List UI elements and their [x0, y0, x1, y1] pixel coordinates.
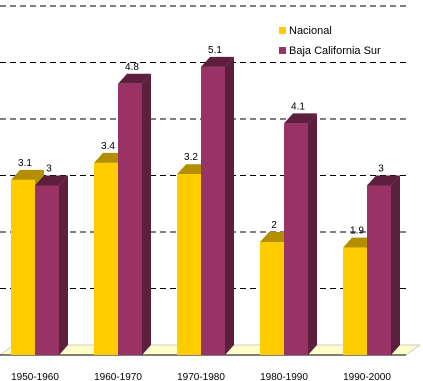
bar-baja-california-sur-1980-1990	[284, 113, 317, 355]
data-label-baja-california-sur-1950-1960: 3	[46, 164, 52, 175]
bar-top	[35, 175, 68, 186]
bar-front	[260, 242, 284, 355]
bar-baja-california-sur-1960-1970	[118, 73, 151, 356]
x-axis: 1950-1960 1960-1970 1970-1980 1980-1990 1990…	[11, 372, 391, 381]
data-label-baja-california-sur-1990-2000: 3	[378, 164, 384, 175]
x-tick-label: 1950-1960	[11, 372, 59, 381]
bar-baja-california-sur-1950-1960	[35, 175, 68, 355]
data-label-baja-california-sur-1960-1970: 4.8	[125, 62, 139, 73]
x-tick-label: 1980-1990	[260, 372, 308, 381]
bar-front	[201, 66, 225, 355]
data-labels: 3.1 3 3.4 4.8 3.2 5.1 2 4.1 1.9 3	[18, 45, 384, 237]
data-label-baja-california-sur-1980-1990: 4.1	[291, 101, 305, 112]
legend-label-nacional: Nacional	[289, 25, 332, 37]
bar-front	[284, 123, 308, 355]
data-label-nacional-1970-1980: 3.2	[184, 152, 198, 163]
data-label-nacional-1990-2000: 1.9	[350, 226, 364, 237]
bar-top	[201, 56, 234, 67]
bar-top	[118, 73, 151, 84]
bar-top	[284, 113, 317, 124]
bar-front	[367, 185, 391, 355]
legend-swatch-baja-california-sur	[279, 47, 286, 54]
bar-side	[225, 56, 234, 355]
bar-baja-california-sur-1990-2000	[367, 175, 400, 355]
bar-front	[118, 83, 142, 356]
bar-front	[94, 162, 118, 355]
data-label-nacional-1960-1970: 3.4	[101, 141, 115, 152]
bar-top	[11, 169, 44, 180]
bar-baja-california-sur-1970-1980	[201, 56, 234, 355]
bars	[11, 56, 400, 356]
bar-front	[343, 247, 367, 355]
bar-front	[11, 179, 35, 355]
bar-front	[35, 185, 59, 355]
bar-side	[142, 73, 151, 356]
x-tick-label: 1970-1980	[177, 372, 225, 381]
x-tick-label: 1990-2000	[343, 372, 391, 381]
data-label-baja-california-sur-1970-1980: 5.1	[208, 45, 222, 56]
x-tick-label: 1960-1970	[94, 372, 142, 381]
legend-swatch-nacional	[279, 27, 286, 34]
bar-side	[59, 175, 68, 355]
legend-label-baja-california-sur: Baja California Sur	[289, 45, 381, 57]
bar-side	[391, 175, 400, 355]
data-label-nacional-1950-1960: 3.1	[18, 158, 32, 169]
bar-side	[308, 113, 317, 355]
bar-front	[177, 174, 201, 355]
bar-top	[367, 175, 400, 186]
legend: Nacional Baja California Sur	[279, 25, 381, 57]
data-label-nacional-1980-1990: 2	[271, 220, 277, 231]
